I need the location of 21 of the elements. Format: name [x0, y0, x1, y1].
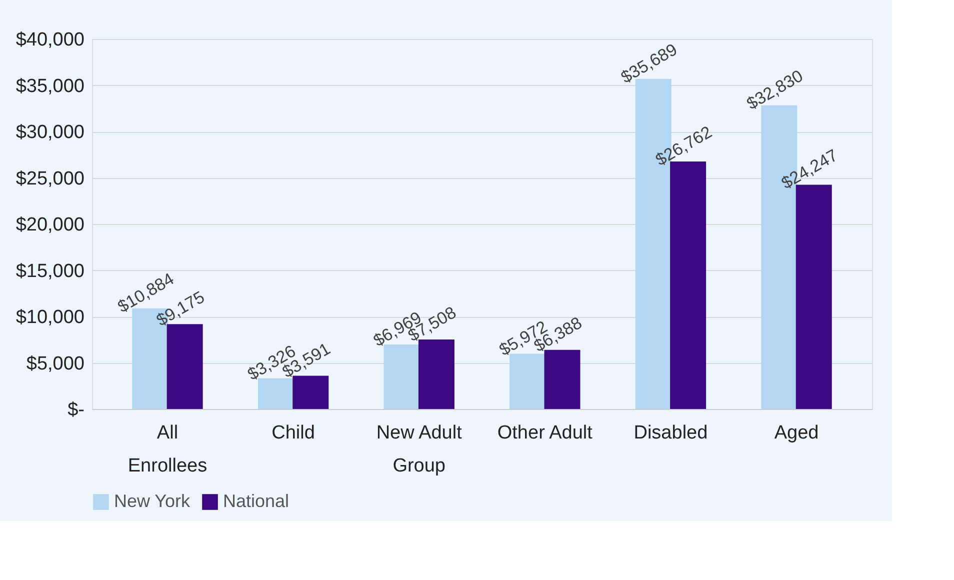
x-tick-label: Other Adult — [497, 422, 594, 444]
y-tick-label: $25,000 — [16, 168, 84, 190]
x-tick-label: Disabled — [634, 422, 708, 444]
y-tick-label: $40,000 — [16, 30, 84, 50]
y-tick-label: $- — [68, 400, 84, 420]
y-tick-label: $5,000 — [26, 353, 84, 374]
bar — [510, 354, 546, 409]
x-tick-label: All Enrollees — [128, 422, 208, 476]
y-tick-label: $35,000 — [16, 76, 84, 97]
y-tick-label: $15,000 — [16, 260, 84, 282]
y-tick-label: $20,000 — [16, 214, 84, 236]
x-tick-label: Child — [272, 422, 315, 444]
bar — [258, 378, 294, 409]
legend-label: New York — [114, 491, 192, 511]
y-tick-label: $30,000 — [16, 122, 84, 143]
x-tick-label: Aged — [774, 422, 819, 444]
legend-label: National — [223, 491, 290, 511]
y-tick-label: $10,000 — [16, 307, 84, 328]
bar — [166, 324, 203, 409]
bar — [384, 344, 420, 409]
x-tick-label: New Adult Group — [376, 422, 463, 476]
